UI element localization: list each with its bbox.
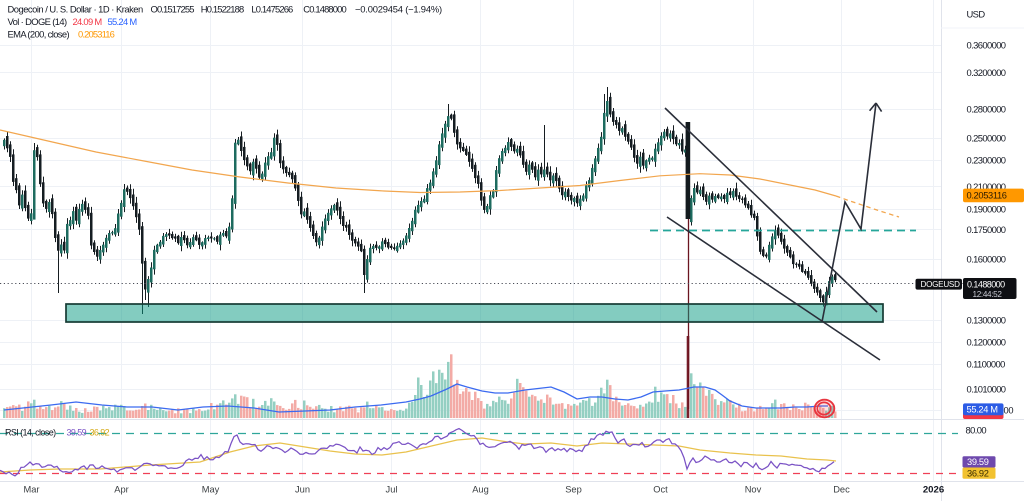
svg-text:Aug: Aug <box>472 485 489 495</box>
svg-text:55.24 M: 55.24 M <box>967 405 998 415</box>
svg-text:May: May <box>202 485 220 495</box>
svg-text:55.24 M: 55.24 M <box>108 16 138 27</box>
svg-text:Jul: Jul <box>386 485 398 495</box>
svg-text:−0.0029454 (−1.94%): −0.0029454 (−1.94%) <box>355 3 442 14</box>
svg-text:Dogecoin / U. S. Dollar · 1D ·: Dogecoin / U. S. Dollar · 1D · Kraken <box>8 3 143 14</box>
svg-text:24.09 M: 24.09 M <box>73 16 103 27</box>
svg-text:EMA (200, close): EMA (200, close) <box>8 28 70 39</box>
svg-text:0.1100000: 0.1100000 <box>967 358 1006 369</box>
svg-text:0.2053116: 0.2053116 <box>78 28 115 39</box>
svg-text:80.00: 80.00 <box>966 424 987 435</box>
svg-text:0.1600000: 0.1600000 <box>967 253 1006 264</box>
svg-text:USD: USD <box>967 8 986 19</box>
svg-text:Apr: Apr <box>114 485 128 495</box>
svg-text:0.2500000: 0.2500000 <box>967 132 1006 143</box>
svg-text:12:44:52: 12:44:52 <box>973 290 1003 299</box>
svg-text:L0.1475266: L0.1475266 <box>251 3 293 14</box>
svg-text:DOGEUSD: DOGEUSD <box>921 280 961 289</box>
svg-text:0.2053116: 0.2053116 <box>967 191 1007 201</box>
svg-text:H0.1522188: H0.1522188 <box>201 3 244 14</box>
svg-text:Oct: Oct <box>653 485 668 495</box>
svg-text:36.92: 36.92 <box>90 428 110 438</box>
svg-text:Mar: Mar <box>23 485 39 495</box>
svg-text:0.1900000: 0.1900000 <box>967 203 1006 214</box>
svg-text:C0.1488000: C0.1488000 <box>303 3 346 14</box>
svg-text:36.92: 36.92 <box>967 468 989 478</box>
svg-text:39.59: 39.59 <box>67 428 87 438</box>
svg-text:Vol · DOGE (14): Vol · DOGE (14) <box>8 16 67 27</box>
svg-text:00: 00 <box>1004 405 1014 415</box>
svg-text:39.59: 39.59 <box>967 457 989 467</box>
svg-text:0.1488000: 0.1488000 <box>967 279 1005 289</box>
svg-text:Jun: Jun <box>295 485 310 495</box>
svg-text:0.3200000: 0.3200000 <box>967 67 1006 78</box>
svg-text:O0.1517255: O0.1517255 <box>151 3 195 14</box>
svg-text:0.1200000: 0.1200000 <box>967 336 1006 347</box>
svg-text:0.2300000: 0.2300000 <box>967 154 1006 165</box>
svg-text:Dec: Dec <box>833 485 850 495</box>
svg-text:0.2800000: 0.2800000 <box>967 103 1006 114</box>
svg-text:0.1750000: 0.1750000 <box>967 224 1006 235</box>
svg-text:0.1010000: 0.1010000 <box>967 383 1006 394</box>
svg-text:RSI (14, close): RSI (14, close) <box>5 428 56 438</box>
svg-text:Nov: Nov <box>745 485 762 495</box>
svg-text:Sep: Sep <box>565 485 582 495</box>
svg-text:0.1300000: 0.1300000 <box>967 314 1006 325</box>
svg-text:2026: 2026 <box>923 485 944 496</box>
svg-text:0.3600000: 0.3600000 <box>967 39 1006 50</box>
svg-text:0.2100000: 0.2100000 <box>967 181 1006 192</box>
